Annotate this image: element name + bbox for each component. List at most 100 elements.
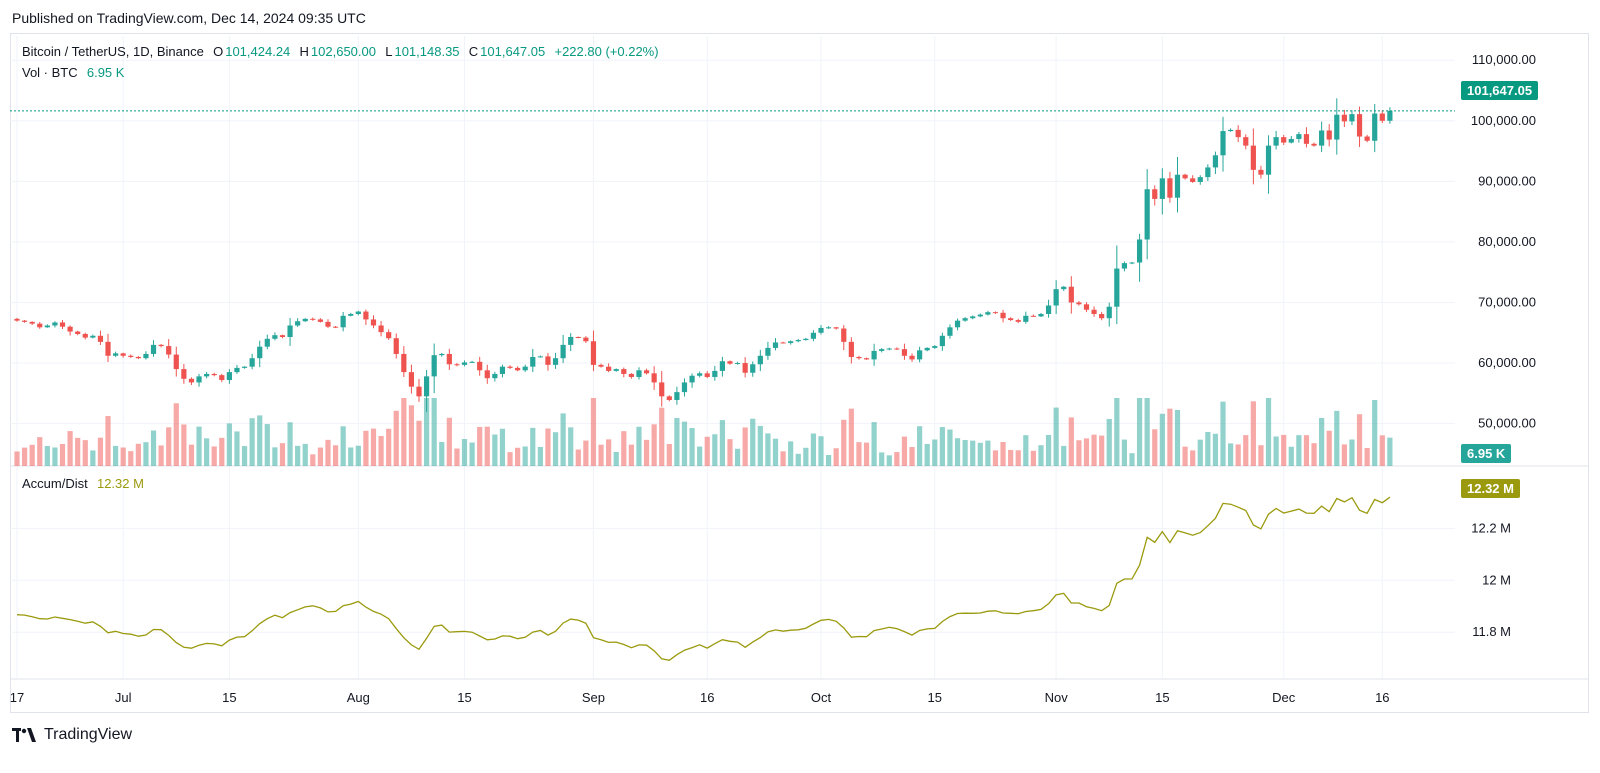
published-note: Published on TradingView.com, Dec 14, 20… bbox=[12, 10, 366, 26]
volume-bar bbox=[742, 427, 748, 466]
candle-body bbox=[355, 311, 361, 314]
candle-body bbox=[477, 361, 483, 371]
ad-tick-label: 12.2 M bbox=[1471, 520, 1511, 535]
volume-bar bbox=[1296, 435, 1302, 466]
candle-body bbox=[871, 350, 877, 360]
candle-body bbox=[697, 373, 703, 376]
volume-bar bbox=[21, 447, 28, 466]
volume-bar bbox=[1379, 435, 1385, 466]
volume-bar bbox=[886, 455, 892, 466]
low-label: L bbox=[385, 44, 393, 59]
volume-bar bbox=[772, 438, 779, 466]
volume-bar bbox=[659, 407, 665, 466]
candle-body bbox=[1144, 189, 1150, 240]
volume-bar bbox=[1197, 439, 1203, 466]
volume-bar bbox=[477, 426, 483, 466]
volume-bar bbox=[697, 446, 703, 466]
volume-bar bbox=[970, 440, 976, 466]
candle-body bbox=[105, 341, 111, 356]
volume-bar bbox=[613, 451, 619, 466]
high-label: H bbox=[299, 44, 309, 59]
price-tick-label: 90,000.00 bbox=[1478, 173, 1536, 188]
volume-bar bbox=[1068, 417, 1074, 466]
volume-bar bbox=[439, 442, 445, 466]
candle-body bbox=[583, 337, 589, 342]
candle-body bbox=[317, 319, 323, 322]
volume-bar bbox=[1205, 431, 1211, 466]
candle-body bbox=[560, 344, 566, 359]
volume-bar bbox=[1129, 453, 1135, 466]
volume-bar bbox=[1190, 450, 1196, 466]
candle-body bbox=[1212, 155, 1219, 168]
volume-bar bbox=[1250, 401, 1256, 466]
candle-body bbox=[204, 373, 210, 377]
volume-bar bbox=[1372, 399, 1378, 466]
candle-body bbox=[1341, 114, 1347, 122]
candle-body bbox=[545, 356, 551, 365]
volume-bar bbox=[704, 436, 710, 466]
volume-bar bbox=[1000, 442, 1006, 466]
candle-body bbox=[257, 346, 263, 359]
volume-bar bbox=[1288, 446, 1294, 466]
candle-body bbox=[1174, 174, 1181, 198]
grid-lines bbox=[10, 36, 1455, 679]
symbol-label[interactable]: Bitcoin / TetherUS, 1D, Binance bbox=[22, 44, 204, 59]
volume-bar bbox=[939, 427, 945, 466]
candle-body bbox=[1061, 286, 1067, 290]
candle-body bbox=[1303, 134, 1310, 144]
volume-bar bbox=[894, 452, 900, 466]
candle-body bbox=[340, 315, 346, 328]
candle-body bbox=[29, 321, 35, 324]
volume-bar bbox=[249, 418, 255, 466]
ad-label[interactable]: Accum/Dist bbox=[22, 476, 88, 491]
volume-bar bbox=[264, 424, 270, 466]
time-tick-label: Sep bbox=[582, 690, 605, 705]
time-tick-label: Oct bbox=[811, 690, 832, 705]
volume-bar bbox=[909, 447, 915, 466]
candle-body bbox=[1235, 129, 1241, 138]
volume-bar bbox=[636, 426, 642, 466]
volume-bar bbox=[757, 425, 763, 466]
candle-body bbox=[856, 356, 862, 359]
volume-bar bbox=[1061, 445, 1067, 466]
candle-body bbox=[1265, 145, 1272, 175]
candle-body bbox=[780, 342, 786, 344]
volume-bar bbox=[97, 437, 104, 466]
candle-body bbox=[917, 350, 923, 360]
candle-body bbox=[985, 312, 991, 315]
candle-body bbox=[461, 362, 468, 365]
volume-bar bbox=[1099, 435, 1105, 466]
candle-body bbox=[150, 344, 157, 354]
volume-bar bbox=[219, 437, 225, 466]
volume-bar bbox=[120, 447, 126, 466]
volume-bar bbox=[681, 421, 688, 466]
volume-bar bbox=[469, 442, 475, 466]
volume-bar bbox=[537, 446, 543, 466]
candle-body bbox=[1281, 137, 1287, 143]
ad-tick-label: 12 M bbox=[1482, 572, 1511, 587]
volume-bar bbox=[317, 447, 323, 466]
volume-bar bbox=[1334, 410, 1340, 466]
ad-value: 12.32 M bbox=[96, 476, 144, 491]
time-tick-label: Aug bbox=[347, 690, 370, 705]
volume-bar bbox=[1303, 435, 1310, 466]
candle-body bbox=[264, 338, 270, 347]
volume-bar bbox=[59, 443, 66, 466]
volume-bar bbox=[408, 405, 415, 466]
time-tick-label: 16 bbox=[1375, 690, 1389, 705]
volume-bar bbox=[674, 417, 680, 466]
candle-body bbox=[492, 373, 498, 379]
accum-dist-line bbox=[16, 496, 1391, 661]
candle-body bbox=[909, 355, 915, 360]
candle-body bbox=[1182, 174, 1188, 179]
volume-bar bbox=[1387, 437, 1393, 466]
footer-brand[interactable]: TradingView bbox=[12, 726, 132, 744]
candle-body bbox=[1152, 189, 1158, 199]
low-value: 101,148.35 bbox=[394, 44, 460, 59]
volume-bar bbox=[173, 403, 179, 466]
candle-body bbox=[241, 366, 248, 368]
volume-bar bbox=[1045, 434, 1052, 466]
volume-label[interactable]: Vol · BTC bbox=[22, 65, 78, 80]
candle-body bbox=[788, 341, 794, 344]
